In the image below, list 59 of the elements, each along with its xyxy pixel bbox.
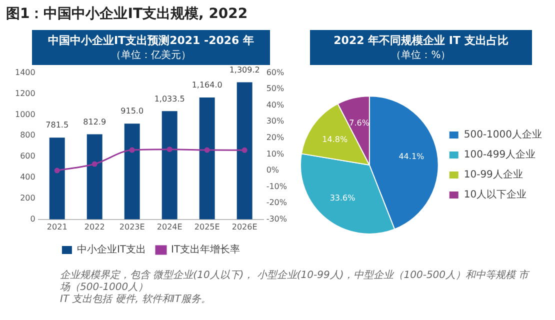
x-tick-label: 2026E xyxy=(232,222,258,232)
data-label: 812.9 xyxy=(83,117,106,126)
data-label: 915.0 xyxy=(120,106,144,116)
data-label: 1,033.5 xyxy=(154,94,185,104)
x-tick-label: 2022 xyxy=(84,222,105,232)
legend-label: 10-99人企业 xyxy=(464,168,523,181)
data-label: 33.6% xyxy=(330,193,356,202)
bar xyxy=(86,134,102,220)
point xyxy=(92,161,98,167)
data-label: 781.5 xyxy=(46,120,69,130)
y2-tick-label: -10% xyxy=(266,182,288,191)
bar xyxy=(199,98,215,220)
point xyxy=(129,147,135,153)
y-tick-label: 1400 xyxy=(15,68,36,77)
y-tick-label: 400 xyxy=(20,172,36,182)
y2-tick-label: 60% xyxy=(266,68,285,77)
y2-tick-label: -30% xyxy=(266,214,288,224)
y-tick-label: 200 xyxy=(20,194,36,203)
bar xyxy=(236,82,252,220)
bar xyxy=(162,111,178,220)
data-label: 7.6% xyxy=(349,118,370,128)
point xyxy=(166,146,172,152)
point xyxy=(54,168,60,174)
chart-title: 中国中小企业IT支出预测2021 -2026 年 xyxy=(48,34,254,47)
legend-label: 中小企业IT支出 xyxy=(76,244,146,256)
y2-tick-label: 50% xyxy=(266,84,285,94)
y-tick-label: 1000 xyxy=(15,110,36,119)
y-tick-label: 1200 xyxy=(15,88,36,98)
y-tick-label: 600 xyxy=(20,152,36,161)
x-tick-label: 2024E xyxy=(156,222,182,232)
data-label: 44.1% xyxy=(398,152,425,162)
y2-tick-label: 20% xyxy=(266,133,285,142)
y2-tick-label: 0% xyxy=(266,166,280,175)
text: 图1：中国中小企业IT支出规模, 2022 xyxy=(6,5,248,23)
chart-subtitle: （单位：%） xyxy=(390,48,452,62)
y2-tick-label: 40% xyxy=(266,100,285,110)
text: IT 支出包括 硬件, 软件和IT服务。 xyxy=(60,294,212,306)
chart-subtitle: （单位：亿美元） xyxy=(110,48,192,62)
x-tick-label: 2021 xyxy=(46,222,68,232)
y-tick-label: 800 xyxy=(20,130,36,140)
text: 企业规模界定，包含 微型企业(10人以下)， 小型企业(10-99人)，中型企业（100-500人）和中等规模 市场（500-1000人） xyxy=(60,270,530,294)
x-tick-label: 2023E xyxy=(119,222,145,232)
y2-tick-label: 10% xyxy=(266,149,285,158)
data-label: 14.8% xyxy=(322,134,348,144)
y-tick-label: 0 xyxy=(30,214,36,224)
legend-label: 10人以下企业 xyxy=(464,188,527,201)
bar xyxy=(49,138,65,220)
y2-tick-label: -20% xyxy=(266,198,288,208)
chart-title: 2022 年不同规模企业 IT 支出占比 xyxy=(334,34,508,47)
data-label: 1,164.0 xyxy=(192,80,222,90)
point xyxy=(204,147,210,153)
data-label: 1,309.2 xyxy=(229,65,260,74)
x-tick-label: 2025E xyxy=(194,222,220,232)
y2-tick-label: 30% xyxy=(266,116,285,126)
legend-label: 500-1000人企业 xyxy=(464,128,542,141)
legend-label: 100-499人企业 xyxy=(464,148,536,161)
bar xyxy=(124,124,140,220)
legend-label: IT支出年增长率 xyxy=(171,244,240,256)
point xyxy=(242,147,248,153)
